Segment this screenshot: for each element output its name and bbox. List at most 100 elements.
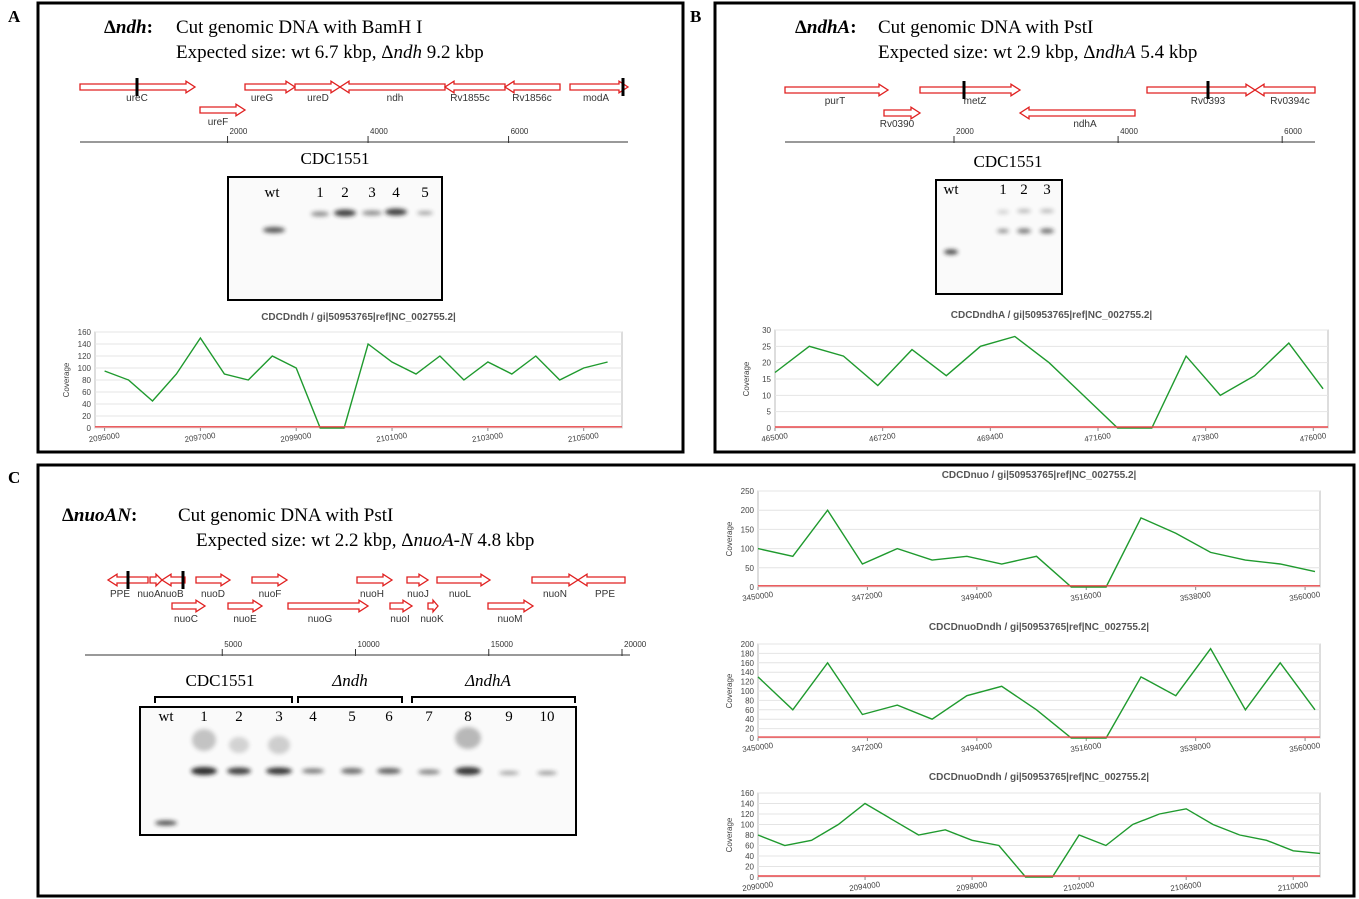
y-tick-label: 30 [762, 326, 771, 335]
map-tick-label: 4000 [370, 127, 388, 136]
heading-gene: ndh [116, 17, 147, 38]
y-tick-label: 20 [82, 412, 91, 421]
x-tick-label: 3560000 [1289, 741, 1322, 754]
x-tick-label: 3472000 [851, 741, 884, 754]
y-tick-label: 120 [78, 352, 92, 361]
cut-site [622, 78, 625, 96]
y-tick-label: 100 [741, 821, 755, 830]
x-tick-label: 471600 [1084, 431, 1112, 444]
y-tick-label: 100 [741, 545, 755, 554]
panel-heading: ΔnuoAN: [62, 505, 137, 526]
x-tick-label: 473800 [1191, 431, 1219, 444]
y-tick-label: 0 [750, 583, 755, 592]
y-tick-label: 120 [741, 810, 755, 819]
y-tick-label: 80 [82, 376, 91, 385]
map-tick-label: 20000 [624, 640, 647, 649]
gene-label: nuoA [137, 589, 161, 600]
x-tick-label: 2095000 [88, 431, 121, 444]
gene-arrow [196, 574, 230, 586]
plot-frame [758, 491, 1320, 587]
gel-band [499, 771, 519, 775]
gene-label: ureG [251, 93, 273, 104]
x-tick-label: 2094000 [849, 880, 882, 893]
gene-arrow [785, 84, 888, 96]
gene-arrow [532, 574, 578, 586]
map-tick-label: 4000 [1120, 127, 1138, 136]
y-axis-label: Coverage [725, 817, 734, 852]
gene-label: PPE [595, 589, 615, 600]
cut-site [1207, 81, 1210, 99]
cut-site [963, 81, 966, 99]
expected-prefix: Expected size: wt 2.9 kbp, Δ [878, 42, 1095, 63]
y-tick-label: 160 [741, 789, 755, 798]
expected-prefix: Expected size: wt 6.7 kbp, Δ [176, 42, 393, 63]
gene-label: nuoB [160, 589, 184, 600]
y-tick-label: 140 [741, 668, 755, 677]
x-tick-label: 3538000 [1179, 741, 1212, 754]
y-tick-label: 25 [762, 342, 771, 351]
gel-band [997, 229, 1009, 233]
gene-arrow [445, 81, 505, 93]
gene-arrow [200, 104, 245, 116]
gene-arrow [920, 84, 1020, 96]
y-tick-label: 160 [78, 328, 92, 337]
gene-arrow [1020, 107, 1135, 119]
gel-band [334, 210, 356, 217]
lane-label: 3 [275, 709, 283, 725]
gene-label: nuoC [174, 614, 198, 625]
heading-symbol: Δ [795, 17, 807, 38]
gene-label: nuoJ [407, 589, 429, 600]
cut-description: Cut genomic DNA with BamH I [176, 17, 422, 38]
x-tick-label: 2101000 [376, 431, 409, 444]
lane-label: 1 [999, 182, 1007, 198]
gene-label: PPE [110, 589, 130, 600]
x-tick-label: 2090000 [742, 880, 775, 893]
gel-group-label: CDC1551 [186, 671, 255, 690]
y-tick-label: 200 [741, 506, 755, 515]
gene-label: Rv0394c [1270, 96, 1309, 107]
gene-arrow [437, 574, 490, 586]
expected-suffix: 9.2 kbp [422, 42, 484, 63]
x-tick-label: 3450000 [742, 590, 775, 603]
gel-band [537, 771, 557, 775]
gene-arrow [390, 600, 412, 612]
gene-arrow [884, 107, 920, 119]
coverage-title: CDCDndhA / gi|50953765|ref|NC_002755.2| [951, 310, 1153, 321]
gene-label: nuoH [360, 589, 384, 600]
gene-label: Rv1856c [512, 93, 551, 104]
gel-group-label: Δndh [331, 671, 367, 690]
lane-label: 10 [540, 709, 555, 725]
group-bracket [412, 697, 575, 703]
x-tick-label: 3516000 [1070, 741, 1103, 754]
coverage-title: CDCDnuoDndh / gi|50953765|ref|NC_002755.… [929, 622, 1149, 633]
coverage-title: CDCDnuo / gi|50953765|ref|NC_002755.2| [942, 470, 1137, 481]
gene-arrow [172, 600, 205, 612]
x-tick-label: 2105000 [567, 431, 600, 444]
gene-label: nuoL [449, 589, 472, 600]
y-tick-label: 120 [741, 678, 755, 687]
heading-symbol: Δ [104, 17, 116, 38]
figure: AΔndh:Cut genomic DNA with BamH IExpecte… [0, 0, 1359, 899]
gel-band [311, 212, 329, 217]
lane-label: 2 [341, 185, 349, 201]
y-tick-label: 40 [745, 715, 754, 724]
y-tick-label: 0 [750, 734, 755, 743]
y-tick-label: 150 [741, 525, 755, 534]
lane-label: wt [159, 709, 175, 725]
gel-band [229, 737, 249, 753]
y-tick-label: 20 [745, 863, 754, 872]
gel-group-label: ΔndhA [464, 671, 511, 690]
gel-band [455, 767, 481, 775]
gel-band [377, 768, 401, 774]
y-tick-label: 200 [741, 640, 755, 649]
x-tick-label: 3494000 [960, 590, 993, 603]
gel-band [227, 768, 251, 775]
cut-description: Cut genomic DNA with PstI [178, 505, 393, 526]
heading-colon: : [850, 17, 856, 38]
expected-gene: ndh [393, 42, 422, 63]
gene-arrow [245, 81, 295, 93]
x-tick-label: 3538000 [1179, 590, 1212, 603]
map-tick-label: 6000 [1284, 127, 1302, 136]
gene-arrow [228, 600, 262, 612]
y-tick-label: 80 [745, 831, 754, 840]
